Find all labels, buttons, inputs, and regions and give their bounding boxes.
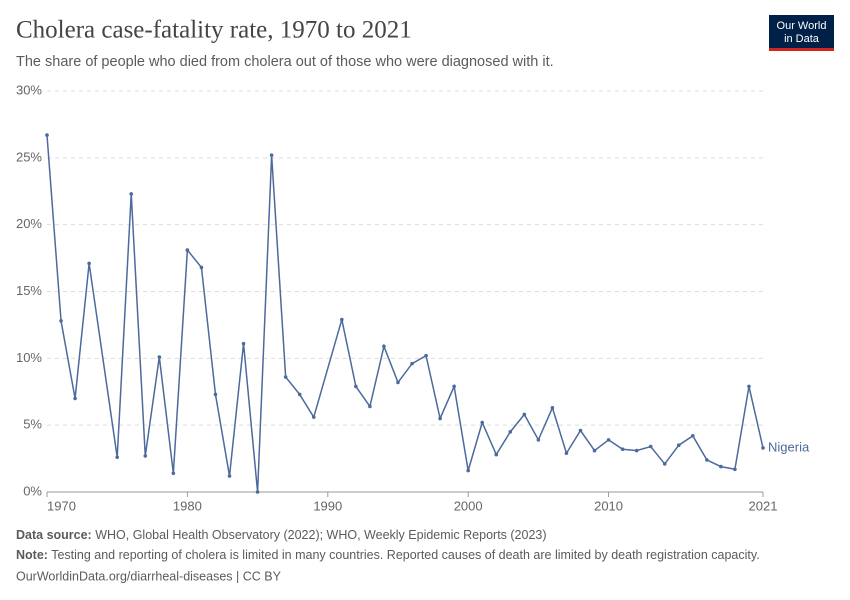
- point: [59, 319, 63, 323]
- point: [255, 490, 260, 494]
- point: [606, 438, 611, 442]
- point: [269, 153, 274, 157]
- y-tick-label: 5%: [23, 417, 42, 432]
- note-label: Note:: [16, 548, 48, 562]
- x-tick-label: 1980: [173, 498, 202, 513]
- footer-source: Data source: WHO, Global Health Observat…: [16, 528, 547, 542]
- point: [705, 458, 709, 462]
- point: [648, 444, 653, 449]
- logo-text: in Data: [784, 33, 820, 45]
- point: [761, 446, 765, 450]
- note-text: Testing and reporting of cholera is limi…: [51, 548, 759, 562]
- point: [620, 447, 625, 452]
- point: [227, 474, 232, 478]
- point: [283, 375, 288, 379]
- y-tick-label: 15%: [16, 283, 42, 298]
- point: [691, 434, 695, 438]
- point: [634, 448, 639, 453]
- point: [143, 454, 148, 458]
- x-tick-label: 2021: [749, 498, 778, 513]
- point: [311, 415, 316, 419]
- series-line: [46, 135, 764, 493]
- point: [522, 412, 527, 417]
- point: [396, 380, 400, 385]
- source-text: WHO, Global Health Observatory (2022); W…: [95, 528, 546, 542]
- point: [480, 420, 485, 425]
- point: [466, 468, 470, 473]
- point: [494, 452, 499, 457]
- y-tick-label: 30%: [16, 82, 42, 97]
- chart-subtitle: The share of people who died from choler…: [16, 54, 554, 70]
- point: [719, 464, 723, 469]
- point: [550, 405, 555, 410]
- point: [662, 462, 667, 466]
- point: [536, 438, 541, 442]
- point: [199, 265, 204, 270]
- point: [382, 344, 386, 349]
- point: [676, 443, 681, 448]
- point: [747, 384, 751, 389]
- point: [592, 448, 597, 453]
- point: [115, 455, 119, 460]
- series-label: Nigeria: [768, 439, 810, 454]
- y-tick-label: 0%: [23, 483, 42, 498]
- point: [297, 392, 302, 397]
- point: [171, 471, 176, 476]
- point: [340, 317, 344, 322]
- footer-url[interactable]: OurWorldinData.org/diarrheal-diseases | …: [16, 569, 282, 583]
- x-tick-label: 1990: [313, 498, 342, 513]
- source-label: Data source:: [16, 528, 92, 542]
- y-tick-label: 10%: [16, 350, 42, 365]
- point: [733, 467, 737, 472]
- point: [354, 384, 358, 389]
- point: [157, 355, 162, 359]
- y-tick-label: 20%: [16, 216, 42, 231]
- point: [508, 430, 513, 434]
- chart-title: Cholera case-fatality rate, 1970 to 2021: [16, 17, 412, 44]
- point: [87, 261, 91, 266]
- logo-bar: [769, 48, 834, 51]
- x-tick-label: 1970: [47, 498, 76, 513]
- y-tick-label: 25%: [16, 149, 42, 164]
- footer-note: Note: Testing and reporting of cholera i…: [16, 548, 760, 562]
- point: [241, 341, 246, 346]
- point: [185, 248, 190, 252]
- point: [129, 192, 134, 196]
- point: [73, 396, 77, 401]
- point: [368, 404, 372, 409]
- point: [410, 361, 414, 366]
- point: [564, 451, 569, 456]
- logo-text: Our World: [777, 20, 827, 32]
- logo[interactable]: [769, 15, 834, 51]
- x-tick-label: 2010: [594, 498, 623, 513]
- point: [213, 392, 218, 397]
- point: [452, 384, 456, 389]
- point: [45, 133, 49, 137]
- x-tick-label: 2000: [454, 498, 483, 513]
- point: [578, 428, 583, 433]
- point: [424, 353, 428, 358]
- point: [438, 416, 442, 421]
